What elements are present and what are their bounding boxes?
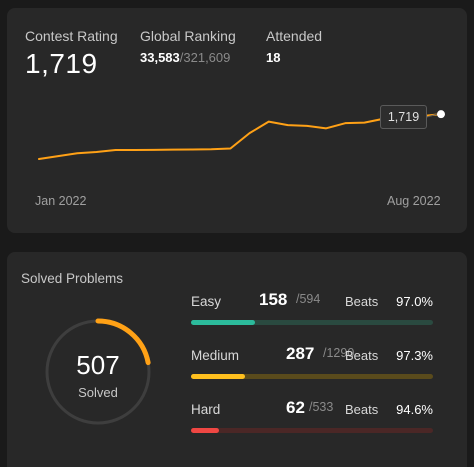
latest-rating-point[interactable] xyxy=(437,110,445,119)
global-ranking-total: /321,609 xyxy=(179,50,231,65)
difficulty-total-count: /594 xyxy=(296,292,321,306)
difficulty-solved-count: 287 xyxy=(286,344,315,363)
difficulty-name: Easy xyxy=(191,294,222,309)
contest-rating-card: Contest Rating 1,719 Global Ranking 33,5… xyxy=(7,8,467,233)
rating-history-chart[interactable] xyxy=(7,8,467,233)
difficulty-progress-track xyxy=(191,320,433,325)
difficulty-row-easy[interactable]: Easy 158 /594 Beats 97.0% xyxy=(191,290,433,330)
global-ranking-position: 33,583 xyxy=(140,50,180,65)
solved-total-count: 507 xyxy=(76,350,120,380)
global-ranking-value: 33,583/321,609 xyxy=(140,50,230,65)
solved-problems-card: Solved Problems 507 Solved Easy 158 /594… xyxy=(7,252,467,467)
contest-rating-label: Contest Rating xyxy=(25,28,118,44)
solved-total-label: Solved xyxy=(78,385,118,400)
difficulty-row-hard[interactable]: Hard 62 /533 Beats 94.6% xyxy=(191,398,433,438)
beats-percentage: 94.6% xyxy=(396,402,433,417)
difficulty-name: Hard xyxy=(191,402,221,417)
beats-percentage: 97.0% xyxy=(396,294,433,309)
global-ranking-label: Global Ranking xyxy=(140,28,236,44)
difficulty-solved-count: 62 xyxy=(286,398,305,417)
x-axis-label-start: Jan 2022 xyxy=(35,194,87,208)
attended-value: 18 xyxy=(266,50,281,65)
contest-rating-value: 1,719 xyxy=(25,48,98,79)
attended-label: Attended xyxy=(266,28,323,44)
difficulty-row-medium[interactable]: Medium 287 /1290 Beats 97.3% xyxy=(191,344,433,384)
beats-percentage: 97.3% xyxy=(396,348,433,363)
difficulty-progress-fill xyxy=(191,320,256,325)
difficulty-total-count: /1290 xyxy=(323,346,355,360)
tooltip-connector xyxy=(426,113,438,118)
difficulty-progress-fill xyxy=(191,428,220,433)
difficulty-progress-track xyxy=(191,374,433,379)
beats-label: Beats xyxy=(345,294,379,309)
difficulty-solved-count: 158 xyxy=(259,290,288,309)
rating-history-line xyxy=(38,113,442,161)
beats-label: Beats xyxy=(345,348,379,363)
rating-tooltip: 1,719 xyxy=(380,105,427,129)
solved-problems-title: Solved Problems xyxy=(21,271,124,286)
difficulty-progress-track xyxy=(191,428,433,433)
difficulty-progress-fill xyxy=(191,374,245,379)
beats-label: Beats xyxy=(345,402,379,417)
difficulty-name: Medium xyxy=(191,348,240,363)
ring-progress-arc xyxy=(44,318,152,426)
difficulty-total-count: /533 xyxy=(309,400,334,414)
solved-progress-ring[interactable] xyxy=(44,318,152,426)
x-axis-label-end: Aug 2022 xyxy=(387,194,441,208)
